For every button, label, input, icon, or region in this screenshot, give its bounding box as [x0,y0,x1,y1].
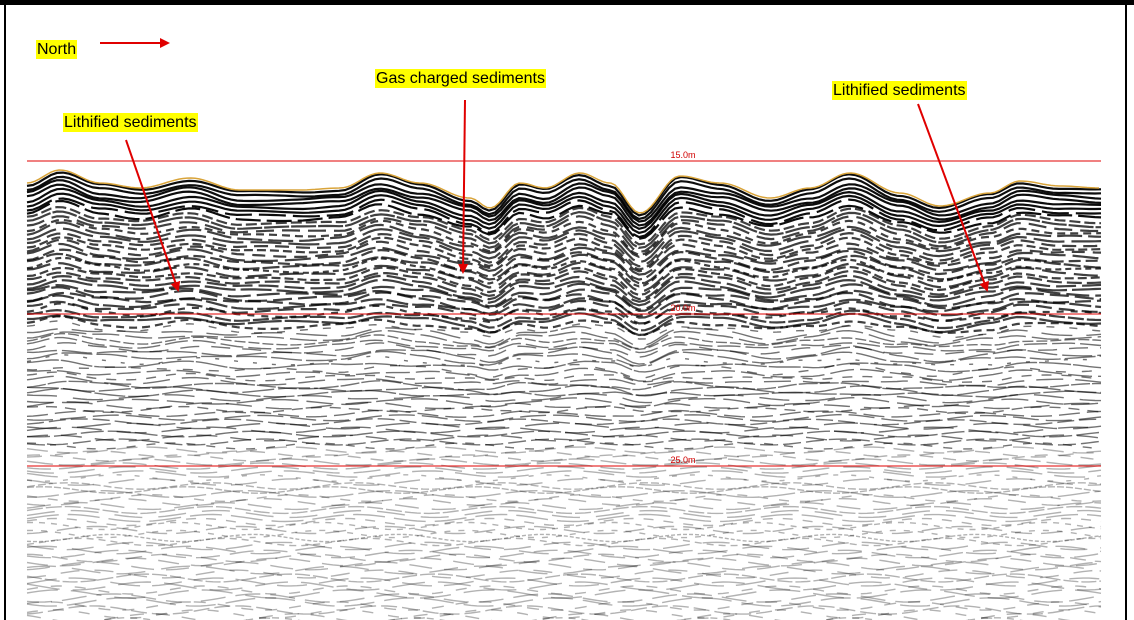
right-border [1125,0,1127,620]
gas-label: Gas charged sediments [375,69,546,88]
reflection [27,610,1101,618]
reflection [27,519,1101,526]
reflection [27,419,1101,425]
reflection [27,431,1101,437]
reflections [27,170,1101,620]
reflection [27,280,1101,305]
top-border [0,0,1134,5]
reflection [27,495,1101,502]
reflection [27,491,1101,498]
reflection [27,614,1101,620]
depth-label: 25.0m [670,455,695,465]
reflection [27,443,1101,449]
figure: 15.0m 20.0m 25.0m North Gas charged sedime… [0,0,1134,620]
reflection [27,451,1101,457]
reflection [27,546,1101,553]
reflection [27,499,1101,506]
reflection [27,558,1101,566]
north-label: North [36,40,77,59]
reflection [27,515,1101,522]
depth-label: 20.0m [670,303,695,313]
reflection [27,487,1101,493]
reflection [27,530,1101,537]
reflection [27,455,1101,461]
reflection [27,590,1101,598]
reflection [27,321,1101,339]
reflection [27,574,1101,582]
lithified-label: Lithified sediments [832,81,967,100]
left-border [4,0,6,620]
lithified-left-arrow [126,140,178,290]
reflection [27,550,1101,557]
reflection [27,483,1101,489]
reflection [27,352,1101,367]
reflection [27,447,1101,453]
lithified-label: Lithified sediments [63,113,198,132]
depth-label: 15.0m [670,150,695,160]
